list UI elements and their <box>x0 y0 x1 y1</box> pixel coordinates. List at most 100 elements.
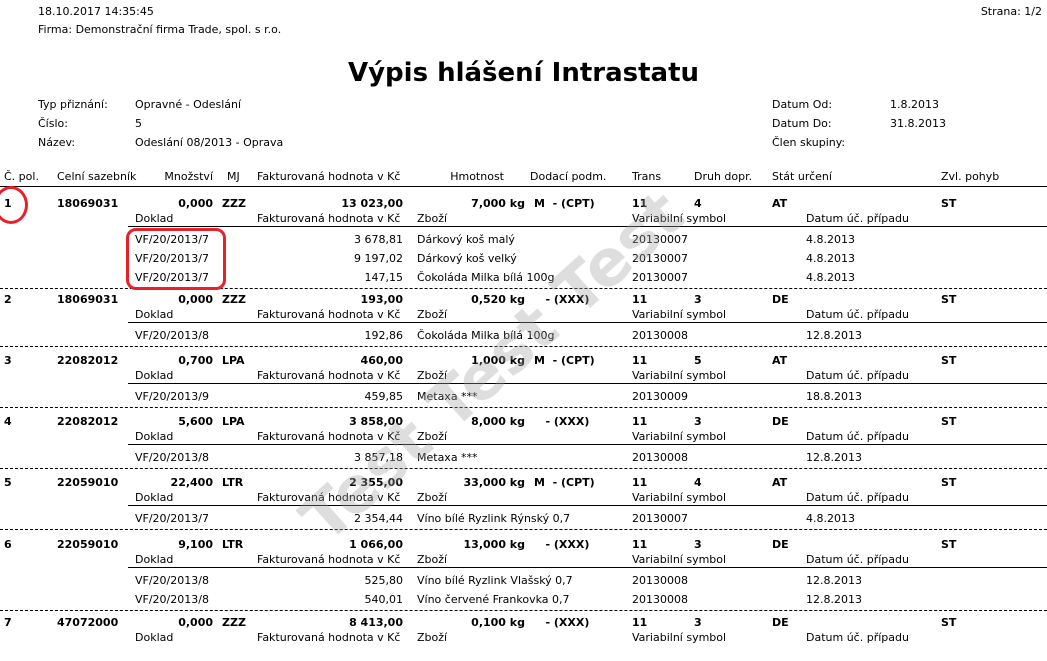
detail-date: 4.8.2013 <box>806 252 855 265</box>
item-quantity: 9,100 <box>178 538 213 551</box>
col-delivery: Dodací podm. <box>530 170 607 183</box>
detail-var-symbol: 20130008 <box>632 574 688 587</box>
sub-date-label: Datum úč. případu <box>806 369 909 382</box>
sub-vs-label: Variabilní symbol <box>632 212 727 225</box>
item-separator <box>0 610 1047 611</box>
item-transport: 3 <box>694 293 702 306</box>
sub-vs-label: Variabilní symbol <box>632 308 727 321</box>
sub-goods-label: Zboží <box>417 631 448 644</box>
detail-date: 12.8.2013 <box>806 574 862 587</box>
detail-date: 4.8.2013 <box>806 233 855 246</box>
sub-doc-label: Doklad <box>135 491 174 504</box>
col-tariff: Celní sazebník <box>57 170 137 183</box>
detail-divider <box>128 322 1047 323</box>
item-unit: LTR <box>222 476 244 489</box>
detail-goods: Čokoláda Milka bílá 100g <box>417 271 555 284</box>
detail-value: 525,80 <box>364 574 404 587</box>
detail-date: 12.8.2013 <box>806 329 862 342</box>
detail-goods: Dárkový koš velký <box>417 252 517 265</box>
item-delivery: M - (CPT) <box>534 476 595 489</box>
detail-value: 9 197,02 <box>354 252 403 265</box>
item-transport: 3 <box>694 616 702 629</box>
sub-goods-label: Zboží <box>417 308 448 321</box>
item-number: 5 <box>4 476 12 489</box>
item-country: AT <box>772 476 788 489</box>
item-invoice-value: 1 066,00 <box>349 538 403 551</box>
sub-goods-label: Zboží <box>417 430 448 443</box>
item-number: 2 <box>4 293 12 306</box>
detail-divider <box>128 567 1047 568</box>
item-country: DE <box>772 293 789 306</box>
sub-vs-label: Variabilní symbol <box>632 430 727 443</box>
sub-doc-label: Doklad <box>135 369 174 382</box>
sub-date-label: Datum úč. případu <box>806 491 909 504</box>
item-tariff: 18069031 <box>57 293 119 306</box>
date-to-label: Datum Do: <box>772 117 832 130</box>
item-transport: 3 <box>694 415 702 428</box>
detail-divider <box>128 383 1047 384</box>
item-number: 6 <box>4 538 12 551</box>
detail-doc: VF/20/2013/7 <box>135 252 209 265</box>
col-country: Stát určení <box>772 170 832 183</box>
detail-var-symbol: 20130009 <box>632 390 688 403</box>
number-label: Číslo: <box>38 117 68 130</box>
detail-goods: Víno bílé Ryzlink Rýnský 0,7 <box>417 512 571 525</box>
item-invoice-value: 2 355,00 <box>349 476 403 489</box>
sub-date-label: Datum úč. případu <box>806 212 909 225</box>
item-weight: 1,000 kg <box>471 354 525 367</box>
col-quantity: Množství <box>164 170 213 183</box>
item-unit: ZZZ <box>222 616 246 629</box>
item-quantity: 5,600 <box>178 415 213 428</box>
detail-goods: Víno červené Frankovka 0,7 <box>417 593 570 606</box>
item-unit: LPA <box>222 415 245 428</box>
item-weight: 8,000 kg <box>471 415 525 428</box>
sub-date-label: Datum úč. případu <box>806 631 909 644</box>
item-separator <box>0 529 1047 530</box>
name-value: Odeslání 08/2013 - Oprava <box>135 136 284 149</box>
detail-date: 4.8.2013 <box>806 512 855 525</box>
item-invoice-value: 8 413,00 <box>349 616 403 629</box>
item-movement: ST <box>941 415 957 428</box>
detail-divider <box>128 226 1047 227</box>
detail-var-symbol: 20130008 <box>632 329 688 342</box>
item-weight: 7,000 kg <box>471 197 525 210</box>
detail-divider <box>128 444 1047 445</box>
detail-value: 3 857,18 <box>354 451 403 464</box>
item-quantity: 0,700 <box>178 354 213 367</box>
item-delivery: - (XXX) <box>534 538 590 551</box>
item-quantity: 0,000 <box>178 197 213 210</box>
detail-doc: VF/20/2013/7 <box>135 512 209 525</box>
sub-goods-label: Zboží <box>417 369 448 382</box>
item-quantity: 22,400 <box>170 476 213 489</box>
type-value: Opravné - Odeslání <box>135 98 242 111</box>
sub-doc-label: Doklad <box>135 631 174 644</box>
sub-goods-label: Zboží <box>417 212 448 225</box>
date-from-value: 1.8.2013 <box>890 98 939 111</box>
detail-value: 540,01 <box>364 593 404 606</box>
detail-doc: VF/20/2013/8 <box>135 574 209 587</box>
item-trans: 11 <box>632 354 648 367</box>
sub-invoice-label: Fakturovaná hodnota v Kč <box>257 553 401 566</box>
detail-value: 147,15 <box>364 271 404 284</box>
item-separator <box>0 346 1047 347</box>
item-quantity: 0,000 <box>178 293 213 306</box>
detail-value: 2 354,44 <box>354 512 403 525</box>
item-delivery: - (XXX) <box>534 616 590 629</box>
item-tariff: 47072000 <box>57 616 119 629</box>
sub-date-label: Datum úč. případu <box>806 553 909 566</box>
col-weight: Hmotnost <box>450 170 504 183</box>
sub-invoice-label: Fakturovaná hodnota v Kč <box>257 491 401 504</box>
col-transport: Druh dopr. <box>694 170 753 183</box>
item-tariff: 22059010 <box>57 476 119 489</box>
detail-doc: VF/20/2013/7 <box>135 271 209 284</box>
item-movement: ST <box>941 476 957 489</box>
detail-doc: VF/20/2013/8 <box>135 329 209 342</box>
detail-doc: VF/20/2013/8 <box>135 593 209 606</box>
item-delivery: M - (CPT) <box>534 354 595 367</box>
item-trans: 11 <box>632 538 648 551</box>
sub-goods-label: Zboží <box>417 491 448 504</box>
detail-date: 4.8.2013 <box>806 271 855 284</box>
date-from-label: Datum Od: <box>772 98 833 111</box>
item-unit: ZZZ <box>222 197 246 210</box>
